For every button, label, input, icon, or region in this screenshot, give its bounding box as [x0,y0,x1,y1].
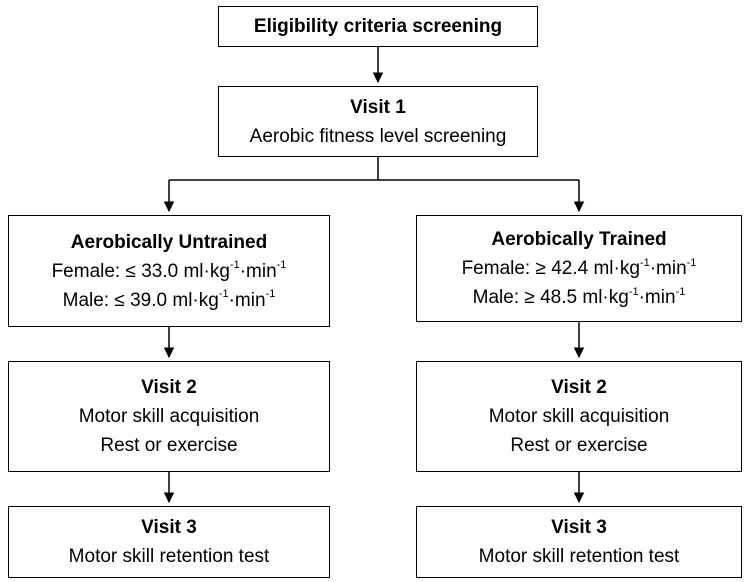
untrained-title: Aerobically Untrained [70,231,268,253]
visit1-box: Visit 1 Aerobic fitness level screening [218,86,538,157]
left-visit2-line2: Rest or exercise [100,435,238,456]
right-visit2-title: Visit 2 [551,377,607,398]
right-visit3-box: Visit 3 Motor skill retention test [416,506,742,578]
left-visit3-box: Visit 3 Motor skill retention test [8,506,330,578]
trained-box: Aerobically Trained Female: ≥ 42.4 ml·kg… [416,215,742,322]
right-visit2-line2: Rest or exercise [510,435,648,456]
left-visit2-box: Visit 2 Motor skill acquisition Rest or … [8,361,330,472]
trained-female-criterion: Female: ≥ 42.4 ml·kg-1·min-1 [461,256,697,279]
trained-male-criterion: Male: ≥ 48.5 ml·kg-1·min-1 [472,285,686,308]
untrained-box: Aerobically Untrained Female: ≤ 33.0 ml·… [8,215,330,327]
right-visit2-box: Visit 2 Motor skill acquisition Rest or … [416,361,742,472]
eligibility-box: Eligibility criteria screening [218,6,538,47]
right-visit2-line1: Motor skill acquisition [488,406,670,427]
eligibility-title: Eligibility criteria screening [253,16,503,37]
visit1-title: Visit 1 [350,96,406,118]
left-visit2-line1: Motor skill acquisition [78,406,260,427]
visit1-description: Aerobic fitness level screening [249,125,507,147]
right-visit3-title: Visit 3 [551,517,607,538]
left-visit2-title: Visit 2 [141,377,197,398]
trained-title: Aerobically Trained [491,229,667,250]
right-visit3-line1: Motor skill retention test [478,546,680,567]
untrained-female-criterion: Female: ≤ 33.0 ml·kg-1·min-1 [51,259,287,282]
left-visit3-title: Visit 3 [141,517,197,538]
left-visit3-line1: Motor skill retention test [68,546,270,567]
untrained-male-criterion: Male: ≤ 39.0 ml·kg-1·min-1 [62,288,276,311]
